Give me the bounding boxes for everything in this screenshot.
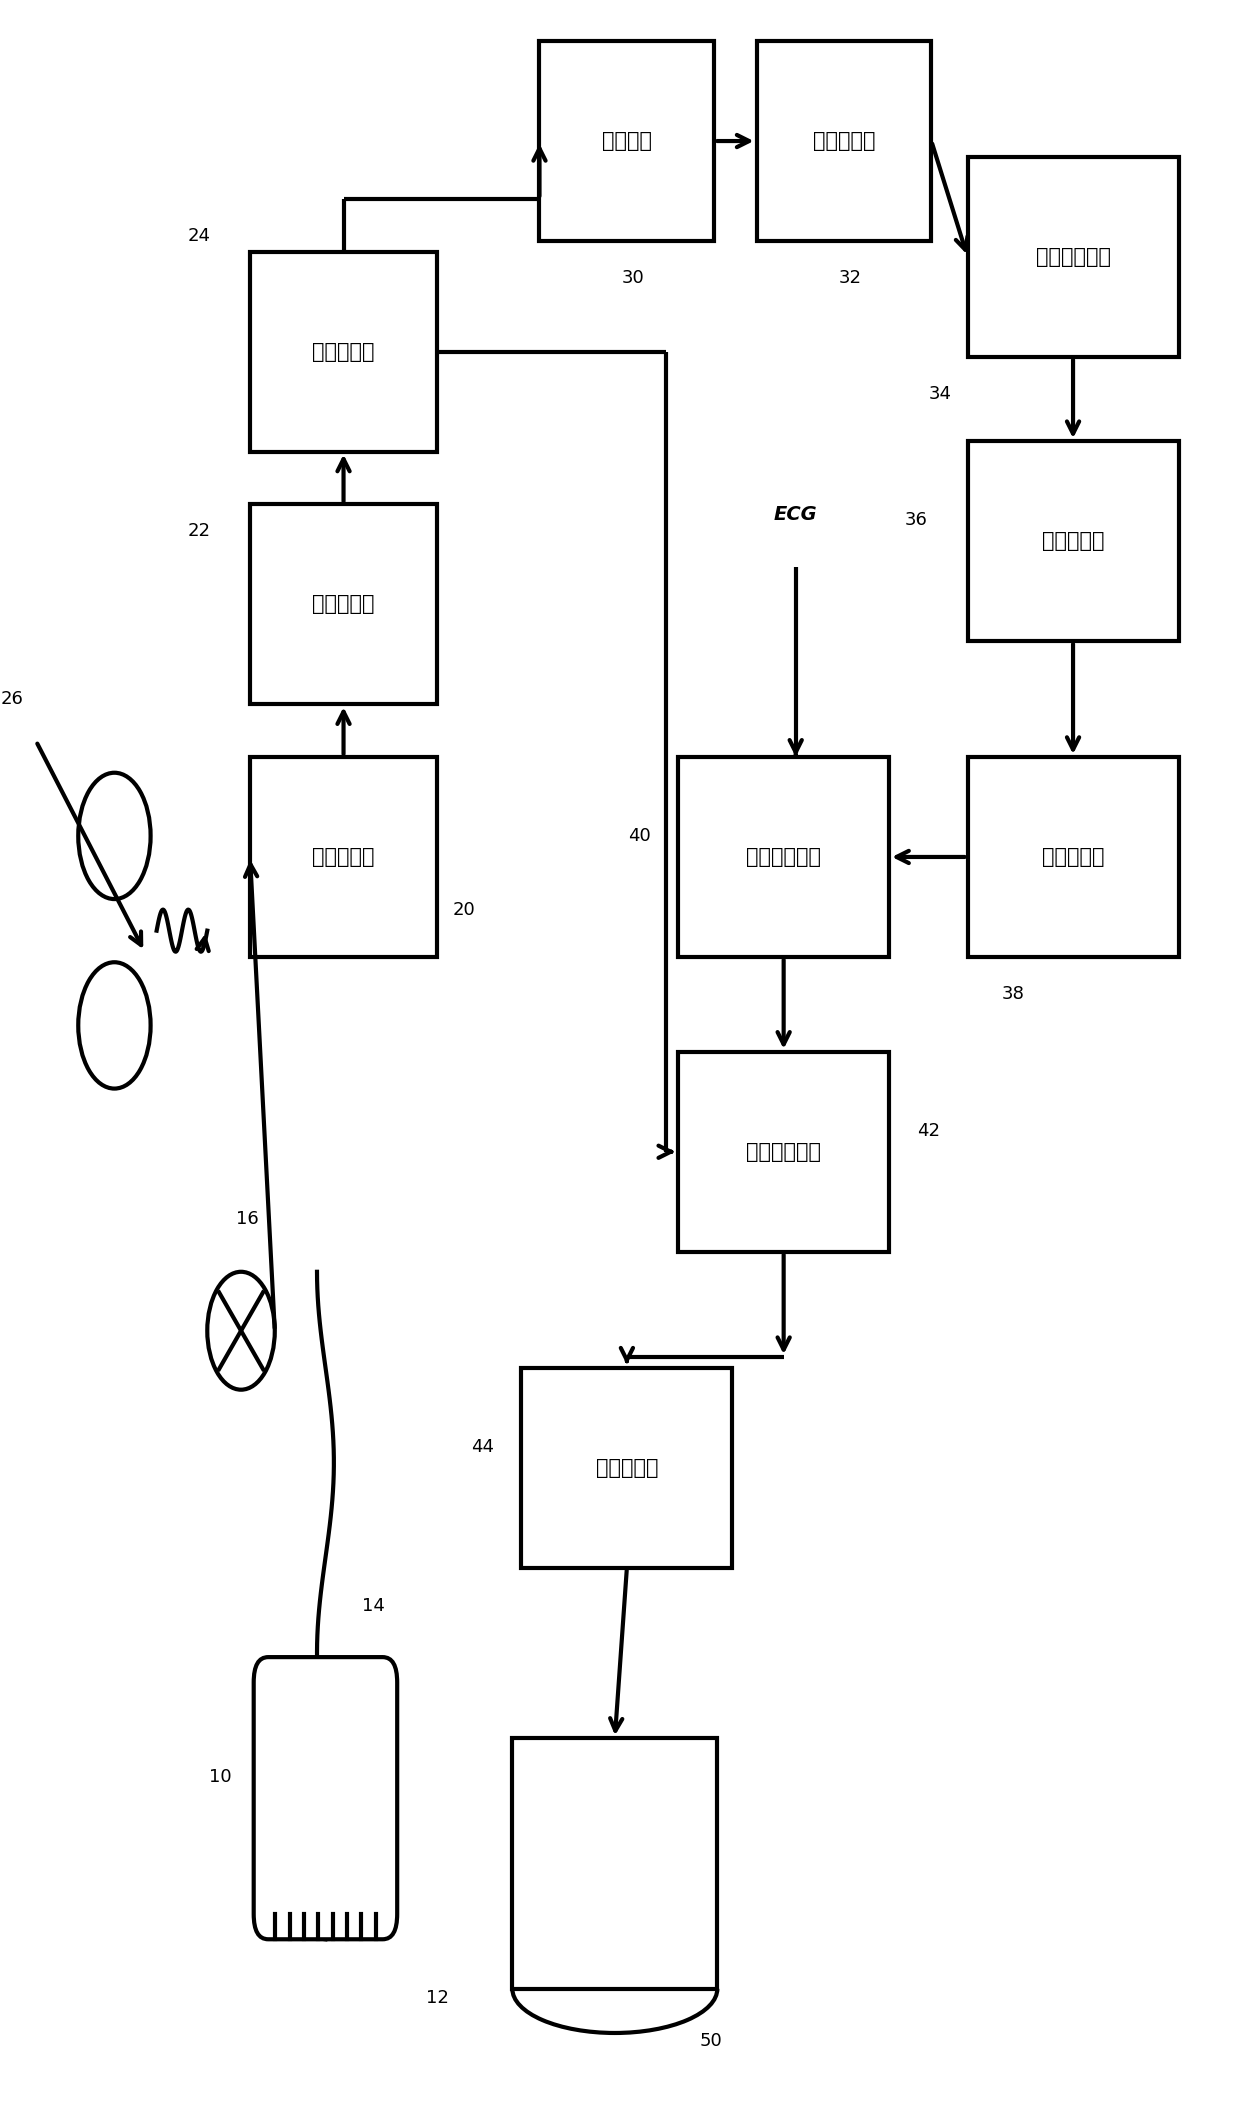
Bar [967,156,1178,357]
Text: 10: 10 [208,1767,231,1786]
Text: 36: 36 [905,512,928,528]
Text: 24: 24 [187,226,211,245]
Text: 波束形成器: 波束形成器 [312,848,374,867]
Text: 26: 26 [0,689,24,708]
Text: ECG: ECG [774,505,817,524]
Text: 30: 30 [621,268,645,288]
Text: 帧存储器: 帧存储器 [601,131,652,150]
Text: 22: 22 [187,522,211,539]
Text: 38: 38 [1002,985,1024,1002]
Bar [250,505,436,704]
Text: 位移积分器: 位移积分器 [1042,531,1105,552]
Text: 40: 40 [627,827,650,846]
Text: 12: 12 [425,1989,449,2006]
Text: 50: 50 [699,2032,723,2051]
Text: 14: 14 [362,1596,386,1615]
Bar [512,1738,717,1989]
Bar [250,757,436,958]
Bar [756,40,931,241]
Text: 旑点跟踪器: 旑点跟踪器 [812,131,875,150]
Text: 16: 16 [236,1209,258,1228]
Text: 20: 20 [453,901,475,920]
Text: 34: 34 [929,385,952,402]
Bar [521,1368,733,1569]
Bar [967,442,1178,641]
Text: 应变颜色映射: 应变颜色映射 [746,848,821,867]
Text: 图颜色变形器: 图颜色变形器 [746,1142,821,1163]
Bar [967,757,1178,958]
Bar [678,757,889,958]
Bar [678,1053,889,1251]
Bar [250,252,436,452]
Text: 44: 44 [471,1438,494,1457]
FancyBboxPatch shape [254,1657,397,1939]
Text: 42: 42 [916,1123,940,1139]
Text: 应变计算器: 应变计算器 [1042,848,1105,867]
Text: 显示处理器: 显示处理器 [595,1459,658,1478]
Text: 信号处理器: 信号处理器 [312,594,374,615]
Bar [539,40,714,241]
Text: 32: 32 [838,268,862,288]
Text: 位移互相关器: 位移互相关器 [1035,247,1111,266]
Text: 图像处理器: 图像处理器 [312,342,374,361]
